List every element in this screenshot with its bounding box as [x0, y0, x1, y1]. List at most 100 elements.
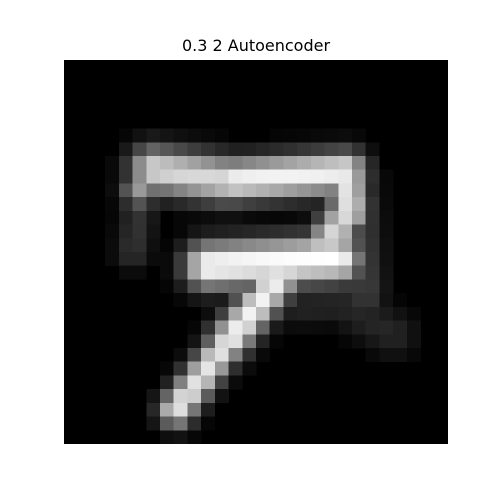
digit-pixel — [228, 306, 243, 321]
digit-pixel — [187, 430, 202, 444]
digit-pixel — [379, 320, 394, 335]
digit-pixel — [256, 334, 270, 349]
digit-pixel — [283, 265, 298, 280]
digit-pixel — [324, 169, 339, 184]
digit-pixel — [201, 224, 216, 239]
digit-pixel — [173, 430, 188, 444]
digit-pixel — [160, 361, 174, 376]
digit-pixel — [214, 361, 229, 376]
digit-pixel — [187, 279, 202, 294]
digit-pixel — [256, 142, 270, 157]
digit-pixel — [146, 252, 161, 266]
digit-pixel — [146, 156, 161, 170]
digit-pixel — [242, 306, 257, 321]
digit-pixel — [269, 334, 284, 349]
digit-pixel — [297, 265, 312, 280]
digit-pixel — [146, 402, 161, 417]
digit-pixel — [352, 156, 366, 170]
digit-pixel — [324, 224, 339, 239]
digit-pixel — [352, 265, 366, 280]
digit-pixel — [187, 320, 202, 335]
digit-pixel — [146, 238, 161, 253]
digit-pixel — [365, 279, 380, 294]
digit-pixel — [201, 183, 216, 198]
digit-pixel — [393, 348, 408, 362]
digit-pixel — [379, 293, 394, 308]
digit-pixel — [283, 197, 298, 212]
digit-pixel — [310, 197, 325, 212]
digit-pixel — [324, 279, 339, 294]
digit-pixel — [324, 265, 339, 280]
digit-pixel — [214, 156, 229, 170]
digit-pixel — [214, 306, 229, 321]
digit-pixel — [365, 224, 380, 239]
digit-pixel — [201, 252, 216, 266]
digit-pixel — [132, 128, 147, 143]
digit-pixel — [105, 224, 120, 239]
digit-pixel — [187, 197, 202, 212]
digit-pixel — [201, 142, 216, 157]
digit-pixel — [269, 156, 284, 170]
digit-pixel — [201, 416, 216, 431]
digit-pixel — [132, 197, 147, 212]
digit-pixel — [338, 238, 353, 253]
digit-pixel — [132, 210, 147, 225]
digit-pixel — [214, 142, 229, 157]
digit-pixel — [146, 169, 161, 184]
digit-pixel — [187, 293, 202, 308]
digit-pixel — [379, 306, 394, 321]
digit-pixel — [406, 320, 421, 335]
digit-pixel — [338, 224, 353, 239]
digit-pixel — [365, 142, 380, 157]
digit-pixel — [173, 265, 188, 280]
digit-pixel — [256, 169, 270, 184]
digit-pixel — [201, 320, 216, 335]
digit-pixel — [187, 348, 202, 362]
digit-pixel — [256, 279, 270, 294]
digit-pixel — [160, 416, 174, 431]
digit-pixel — [242, 238, 257, 253]
digit-pixel — [160, 169, 174, 184]
digit-pixel — [365, 306, 380, 321]
digit-pixel — [228, 320, 243, 335]
digit-pixel — [256, 306, 270, 321]
digit-pixel — [173, 293, 188, 308]
digit-pixel — [118, 142, 133, 157]
digit-pixel — [338, 197, 353, 212]
digit-pixel — [242, 156, 257, 170]
digit-pixel — [352, 238, 366, 253]
digit-pixel — [269, 306, 284, 321]
digit-pixel — [160, 402, 174, 417]
digit-pixel — [352, 128, 366, 143]
digit-pixel — [173, 402, 188, 417]
digit-pixel — [269, 197, 284, 212]
digit-pixel — [406, 334, 421, 349]
digit-pixel — [160, 375, 174, 390]
digit-pixel — [379, 169, 394, 184]
digit-pixel — [297, 224, 312, 239]
digit-pixel — [338, 142, 353, 157]
digit-pixel — [146, 197, 161, 212]
digit-pixel — [187, 224, 202, 239]
digit-pixel — [187, 334, 202, 349]
digit-pixel — [338, 279, 353, 294]
digit-pixel — [365, 265, 380, 280]
digit-pixel — [352, 252, 366, 266]
digit-pixel — [310, 224, 325, 239]
digit-pixel — [201, 197, 216, 212]
digit-pixel — [269, 265, 284, 280]
digit-pixel — [310, 279, 325, 294]
digit-pixel — [173, 252, 188, 266]
digit-pixel — [283, 156, 298, 170]
digit-pixel — [297, 210, 312, 225]
digit-pixel — [228, 169, 243, 184]
digit-pixel — [297, 142, 312, 157]
digit-pixel — [214, 348, 229, 362]
digit-pixel — [283, 224, 298, 239]
digit-pixel — [379, 265, 394, 280]
digit-pixel — [173, 210, 188, 225]
digit-pixel — [214, 210, 229, 225]
digit-pixel — [118, 252, 133, 266]
digit-pixel — [310, 265, 325, 280]
digit-pixel — [365, 320, 380, 335]
